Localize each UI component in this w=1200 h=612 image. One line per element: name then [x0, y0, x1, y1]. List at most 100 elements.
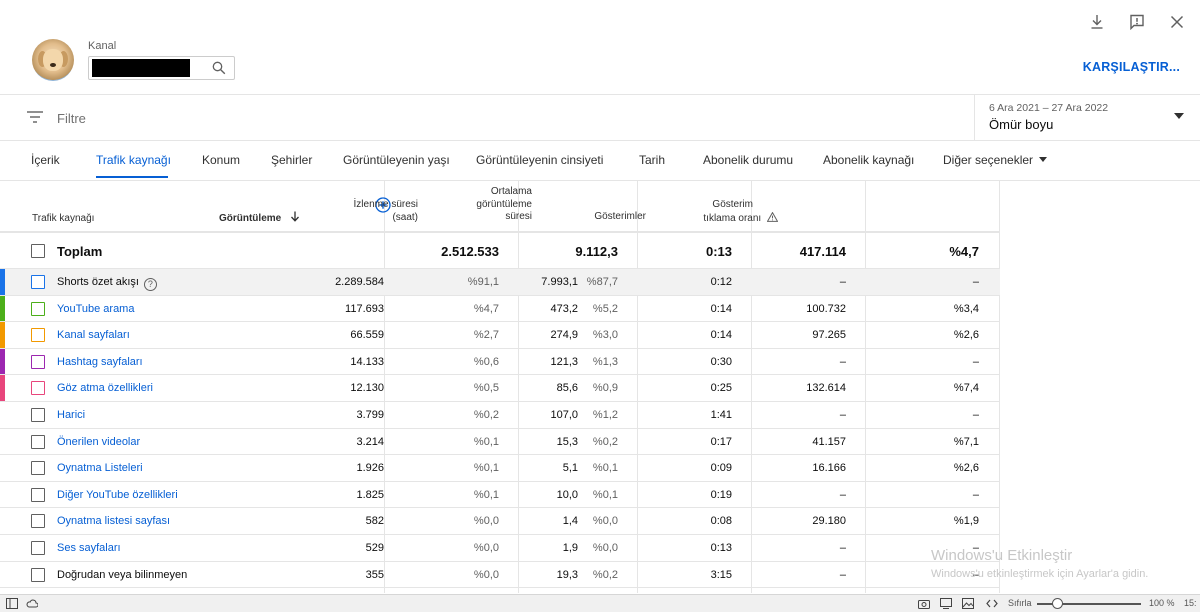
status-bar: Sıfırla 100 % 15:	[0, 594, 1200, 612]
zoom-slider-track[interactable]	[1037, 603, 1141, 605]
traffic-source-label: Önerilen videolar	[57, 435, 141, 448]
cloud-icon[interactable]	[26, 598, 38, 609]
tab-traffic-source[interactable]: Trafik kaynağı	[96, 153, 171, 167]
compare-button[interactable]: KARŞILAŞTIR...	[1082, 60, 1180, 74]
traffic-source-name[interactable]: Harici	[57, 409, 85, 421]
series-color-bar	[0, 375, 5, 401]
watch-time-percent: %1,3	[592, 355, 618, 368]
code-icon[interactable]	[986, 598, 998, 609]
top-actions	[1088, 12, 1186, 32]
table-row[interactable]: YouTube arama 117.693 %4,7 473,2 %5,2 0:14 100…	[0, 295, 1000, 323]
total-checkbox[interactable]	[31, 244, 45, 258]
filter-input[interactable]: Filtre	[57, 111, 86, 126]
zoom-slider-thumb[interactable]	[1052, 598, 1063, 609]
table-row[interactable]: Göz atma özellikleri 12.130 %0,5 85,6 %0,9 0:…	[0, 375, 1000, 402]
tab-viewer-age[interactable]: Görüntüleyenin yaşı	[343, 153, 450, 167]
views-percent: %2,7	[473, 329, 499, 342]
traffic-source-name[interactable]: Ses sayfaları	[57, 542, 121, 554]
header-ctr-line2: tıklama oranı	[703, 212, 762, 224]
camera-icon[interactable]	[918, 598, 930, 609]
header-ctr[interactable]: Gösterim tıklama oranı	[703, 199, 779, 225]
views-value: 3.214	[356, 435, 384, 448]
tab-subscription-source[interactable]: Abonelik kaynağı	[823, 153, 915, 167]
search-icon[interactable]	[212, 61, 226, 75]
close-icon[interactable]	[1168, 12, 1186, 32]
row-checkbox[interactable]	[31, 461, 45, 476]
date-range-selector[interactable]: 6 Ara 2021 – 27 Ara 2022 Ömür boyu	[974, 95, 1200, 141]
impressions-value: –	[839, 542, 846, 554]
table-row[interactable]: Oynatma listesi sayfası 582 %0,0 1,4 %0,0 0:0…	[0, 508, 1000, 535]
add-metric-icon[interactable]	[375, 197, 391, 213]
table-header: Trafik kaynağı Görüntüleme İzlenme süres…	[0, 181, 1000, 231]
total-watch-time: 9.112,3	[575, 244, 618, 259]
table-row[interactable]: Kanal sayfaları 66.559 %2,7 274,9 %3,0 0:14 97…	[0, 322, 1000, 349]
help-icon[interactable]: ?	[143, 278, 157, 291]
row-checkbox[interactable]	[31, 408, 45, 422]
header-traffic-source[interactable]: Trafik kaynağı	[32, 213, 95, 224]
table-row[interactable]: Harici 3.799 %0,2 107,0 %1,2 1:41 – –	[0, 402, 1000, 429]
tab-content[interactable]: İçerik	[31, 153, 60, 167]
header-views[interactable]: Görüntüleme	[219, 211, 300, 226]
row-checkbox[interactable]	[31, 354, 45, 369]
table-row[interactable]: Ses sayfaları 529 %0,0 1,9 %0,0 0:13 – –	[0, 535, 1000, 562]
sidebar-toggle-icon[interactable]	[6, 598, 18, 609]
row-checkbox[interactable]	[31, 434, 45, 449]
zoom-reset-button[interactable]: Sıfırla	[1008, 598, 1032, 608]
channel-search-input[interactable]	[88, 56, 235, 80]
table-row[interactable]: Hashtag sayfaları 14.133 %0,6 121,3 %1,3 0:30…	[0, 348, 1000, 376]
tab-more-options-label: Diğer seçenekler	[943, 153, 1034, 167]
watch-time-percent: %5,2	[592, 302, 618, 315]
traffic-source-name[interactable]: Önerilen videolar	[57, 436, 140, 448]
image-icon[interactable]	[962, 598, 974, 609]
row-checkbox[interactable]	[31, 567, 45, 582]
table-row[interactable]: Shorts özet akışı? 2.289.584 %91,1 7.993,1%…	[0, 269, 1000, 296]
header-watch-time[interactable]: İzlenme süresi (saat)	[354, 199, 418, 224]
download-icon[interactable]	[1088, 12, 1106, 32]
tab-viewer-gender[interactable]: Görüntüleyenin cinsiyeti	[476, 153, 604, 167]
tab-geography[interactable]: Konum	[202, 153, 241, 167]
row-checkbox[interactable]	[31, 487, 45, 502]
tab-date[interactable]: Tarih	[639, 153, 666, 167]
header-impressions[interactable]: Gösterimler	[594, 211, 646, 222]
tab-more-options[interactable]: Diğer seçenekler	[943, 153, 1048, 167]
row-checkbox[interactable]	[31, 328, 45, 343]
warning-icon[interactable]	[766, 211, 779, 222]
views-value: 3.799	[356, 409, 384, 421]
row-checkbox[interactable]	[31, 514, 45, 529]
tab-subscription-status[interactable]: Abonelik durumu	[703, 153, 794, 167]
tab-cities[interactable]: Şehirler	[271, 153, 313, 167]
feedback-icon[interactable]	[1128, 12, 1146, 32]
table-row[interactable]: Doğrudan veya bilinmeyen 355 %0,0 19,3 %0,2 3…	[0, 562, 1000, 589]
header-avg-view-duration[interactable]: Ortalama görüntüleme süresi	[476, 186, 532, 224]
traffic-source-label: Shorts özet akışı	[57, 276, 139, 288]
column-divider	[518, 181, 519, 593]
table-row[interactable]: Oynatma Listeleri 1.926 %0,1 5,1 %0,1 0:09 16.…	[0, 455, 1000, 482]
header-avg-line1: Ortalama	[490, 186, 532, 197]
screen-icon[interactable]	[940, 598, 952, 609]
row-checkbox[interactable]	[31, 381, 45, 396]
row-checkbox[interactable]	[31, 275, 45, 289]
views-percent: %4,7	[473, 302, 499, 315]
ctr-value: –	[972, 276, 979, 288]
traffic-source-name[interactable]: Hashtag sayfaları	[57, 356, 143, 368]
table-row[interactable]: Önerilen videolar 3.214 %0,1 15,3 %0,2 0:17 41…	[0, 429, 1000, 456]
traffic-source-name[interactable]: Diğer YouTube özellikleri	[57, 489, 178, 501]
impressions-value: 132.614	[806, 382, 846, 395]
row-checkbox[interactable]	[31, 541, 45, 555]
dimension-tabs: İçerik Trafik kaynağı Konum Şehirler Gör…	[0, 141, 1200, 181]
caret-down-icon	[1039, 157, 1048, 162]
traffic-source-name[interactable]: Oynatma Listeleri	[57, 462, 143, 474]
filter-icon[interactable]	[27, 110, 43, 124]
row-checkbox[interactable]	[31, 301, 45, 316]
watch-time-percent: %0,1	[592, 462, 618, 475]
header-views-label: Görüntüleme	[218, 213, 282, 224]
traffic-source-name: Shorts özet akışı?	[57, 276, 157, 291]
traffic-source-name[interactable]: Kanal sayfaları	[57, 329, 130, 341]
traffic-source-name[interactable]: Göz atma özellikleri	[57, 382, 153, 394]
traffic-source-name[interactable]: YouTube arama	[57, 303, 134, 315]
activation-watermark-text: Windows'u etkinleştirmek için Ayarlar'a …	[931, 568, 1149, 580]
table-row[interactable]: Diğer YouTube özellikleri 1.825 %0,1 10,0 %0…	[0, 482, 1000, 509]
header: Kanal	[0, 0, 1200, 95]
active-tab-indicator	[96, 176, 168, 178]
traffic-source-name[interactable]: Oynatma listesi sayfası	[57, 515, 170, 527]
